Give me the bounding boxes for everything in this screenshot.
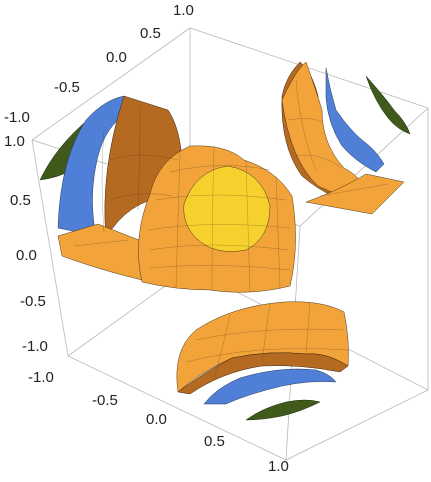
surface-green-right xyxy=(365,75,411,135)
z-tick-label: 0.5 xyxy=(10,192,31,209)
y-tick-label: -1.0 xyxy=(4,109,30,126)
x-axis-ticks: -1.0 -0.5 0.0 0.5 1.0 xyxy=(28,369,289,475)
y-axis-ticks: -1.0 -0.5 0.0 0.5 1.0 xyxy=(4,2,194,126)
y-tick-label: 0.0 xyxy=(106,49,127,66)
y-tick-label: 1.0 xyxy=(173,2,194,19)
mesh-line xyxy=(245,159,251,293)
mesh-line xyxy=(261,303,271,363)
mesh-line xyxy=(305,301,311,353)
surface-orange-right-curl xyxy=(281,61,373,211)
mesh-line xyxy=(149,265,291,271)
surface-green-bottom xyxy=(245,399,321,421)
mesh-line xyxy=(185,348,349,363)
y-tick-label: -0.5 xyxy=(54,79,80,96)
surface-orange-right-floor xyxy=(305,173,405,215)
mesh-line xyxy=(275,175,281,289)
mesh-line xyxy=(211,145,215,291)
surface-bottom-group xyxy=(176,301,349,421)
mesh-line xyxy=(147,224,291,231)
mesh-lines xyxy=(73,79,389,379)
mesh-line xyxy=(213,313,231,379)
mesh-line xyxy=(155,194,287,201)
z-tick-label: -1.0 xyxy=(22,338,48,355)
z-axis-ticks: 1.0 0.5 0.0 -0.5 -1.0 xyxy=(4,133,48,355)
z-tick-label: 1.0 xyxy=(4,133,25,150)
mesh-line xyxy=(109,154,179,161)
x-tick-label: 1.0 xyxy=(268,458,289,475)
mesh-line xyxy=(73,239,129,247)
x-tick-label: -0.5 xyxy=(92,392,118,409)
surface-left-wall-group xyxy=(39,95,183,281)
mesh-line xyxy=(319,183,389,197)
x-tick-label: 0.0 xyxy=(146,411,167,428)
y-tick-label: 0.5 xyxy=(140,25,161,42)
x-tick-label: -1.0 xyxy=(28,369,54,386)
surface-right-wall-group xyxy=(281,61,411,215)
mesh-line xyxy=(287,118,323,123)
surface-brown-bottom-edge xyxy=(177,352,349,395)
mesh-line xyxy=(295,79,317,171)
z-tick-label: 0.0 xyxy=(16,247,37,264)
surface-blue-bottom xyxy=(203,368,337,405)
surface-orange-left-floor xyxy=(57,223,145,281)
z-tick-label: -0.5 xyxy=(20,293,46,310)
mesh-line xyxy=(109,193,173,201)
mesh-line xyxy=(295,155,343,169)
mesh-line xyxy=(195,328,345,341)
mesh-line xyxy=(137,105,141,211)
surface-yellow-highlight xyxy=(183,165,271,252)
mesh-line xyxy=(101,129,105,233)
surface-center-group xyxy=(138,145,296,293)
mesh-line xyxy=(169,165,271,173)
surface-brown-left-back xyxy=(104,95,183,239)
mesh-line xyxy=(175,149,181,289)
surface-blue-right xyxy=(325,67,385,173)
mesh-line xyxy=(149,244,289,251)
x-tick-label: 0.5 xyxy=(204,433,225,450)
